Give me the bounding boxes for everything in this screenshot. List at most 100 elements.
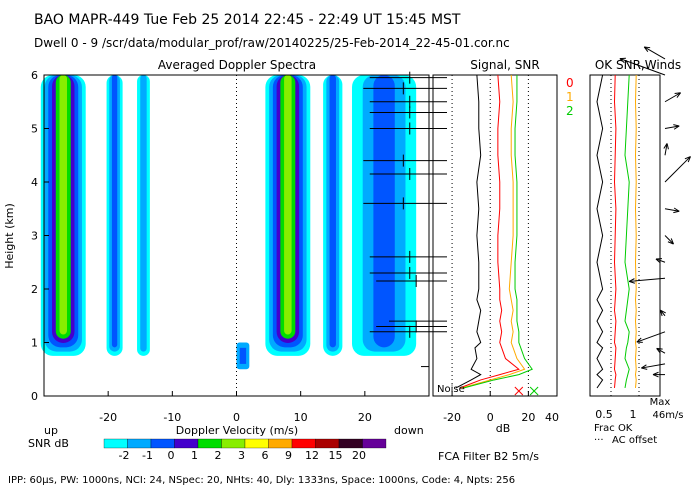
colorbar-tick-label: 2 xyxy=(214,449,221,462)
signal-xlabel: dB xyxy=(496,422,511,435)
colorbar-cell-8 xyxy=(291,438,316,449)
spectra-band-5-level-2 xyxy=(373,75,395,348)
wind-arrowhead xyxy=(670,238,674,245)
wind-frac-2 xyxy=(624,74,630,389)
colorbar-cell-11 xyxy=(362,438,387,449)
header-line2: Dwell 0 - 9 /scr/data/modular_prof/raw/2… xyxy=(34,36,510,50)
signal-frame xyxy=(432,74,558,397)
wind-arrowhead xyxy=(644,46,651,49)
signal-noise-label: Noise xyxy=(437,384,465,395)
signal-series-0 xyxy=(459,74,520,389)
colorbar-up-label: up xyxy=(44,424,58,437)
wind-footnote-dots: ··· xyxy=(594,435,604,446)
wind-arrowhead xyxy=(641,364,647,369)
spectra-xtick-label: 10 xyxy=(294,411,308,424)
spectra-panel: Averaged Doppler Spectra -20 -10 0 10 20 0 1 2 3… xyxy=(3,58,447,437)
colorbar-cell-6 xyxy=(244,438,269,449)
colorbar-cell-3 xyxy=(174,438,199,449)
colorbar-cell-0 xyxy=(103,438,128,449)
signal-marker-0 xyxy=(514,386,524,396)
wind-arrowhead xyxy=(628,280,635,284)
signal-title: Signal, SNR xyxy=(470,58,539,72)
colorbar-cell-5 xyxy=(221,438,246,449)
colorbar-tick-label: 12 xyxy=(305,449,319,462)
wind-arrowhead xyxy=(660,309,666,314)
wind-arrowhead xyxy=(643,46,649,53)
wind-arrowhead xyxy=(641,367,648,370)
signal-series-2 xyxy=(463,75,533,389)
wind-arrowhead xyxy=(673,125,680,130)
wind-arrowhead xyxy=(619,58,625,64)
wind-frac-1 xyxy=(634,74,637,389)
header-line1: BAO MAPR-449 Tue Feb 25 2014 22:45 - 22:… xyxy=(34,12,461,28)
wind-arrow xyxy=(664,156,691,183)
spectra-low-blob-core xyxy=(239,347,247,364)
spectra-xtick-label: -20 xyxy=(99,411,117,424)
spectra-xtick-label: 0 xyxy=(233,411,240,424)
wind-arrow xyxy=(643,46,666,60)
signal-xtick-label: 0 xyxy=(487,411,494,424)
wind-frac-black xyxy=(596,74,604,389)
wind-frame xyxy=(589,74,661,397)
spectra-band-4-level-2 xyxy=(329,75,336,348)
wind-arrow xyxy=(664,208,680,212)
signal-series-signal xyxy=(455,74,482,389)
spectra-ytick-label: 2 xyxy=(31,283,38,296)
wind-arrowhead xyxy=(659,310,663,317)
wind-max-label: Max xyxy=(650,397,671,408)
signal-lines xyxy=(451,74,539,396)
wind-arrowhead xyxy=(673,124,680,127)
spectra-band-1-level-2 xyxy=(111,75,118,348)
spectra-ytick-label: 6 xyxy=(31,69,38,82)
colorbar: up down SNR dB -2 -1 0 1 2 3 6 9 12 15 20 xyxy=(28,424,424,462)
wind-arrowhead xyxy=(676,92,681,98)
colorbar-tick-label: 9 xyxy=(285,449,292,462)
colorbar-ticks: -2 -1 0 1 2 3 6 9 12 15 20 xyxy=(118,449,365,462)
wind-arrow xyxy=(664,125,680,129)
wind-arrowhead xyxy=(656,348,661,354)
spectra-band-0-level-5 xyxy=(59,75,67,335)
wind-arrow xyxy=(664,92,681,103)
wind-arrowhead xyxy=(652,374,659,378)
wind-arrowhead xyxy=(684,156,691,160)
colorbar-cell-4 xyxy=(197,438,222,449)
wind-max-value: 46m/s xyxy=(652,410,683,421)
spectra-band-3-level-5 xyxy=(284,75,292,335)
wind-arrowhead xyxy=(652,371,659,376)
legend-2: 2 xyxy=(566,104,574,118)
colorbar-cell-10 xyxy=(338,438,363,449)
wind-tick-05: 0.5 xyxy=(595,408,613,421)
colorbar-label: SNR dB xyxy=(28,437,69,450)
colorbar-cell-1 xyxy=(127,438,152,449)
spectra-ytick-label: 4 xyxy=(31,176,38,189)
wind-arrowhead xyxy=(687,156,691,163)
spectra-band-2-level-1 xyxy=(140,75,147,352)
colorbar-tick-label: -2 xyxy=(118,449,129,462)
signal-xtick-label-extra: 40 xyxy=(545,411,559,424)
colorbar-cell-9 xyxy=(315,438,340,449)
wind-arrow xyxy=(656,347,666,354)
wind-footnote: AC offset xyxy=(612,435,657,446)
spectra-ytick-label: 5 xyxy=(31,123,38,136)
wind-arrowhead xyxy=(636,337,642,343)
colorbar-tick-label: 15 xyxy=(328,449,342,462)
wind-arrowhead xyxy=(655,258,661,264)
colorbar-down-label: down xyxy=(394,424,424,437)
legend-1: 1 xyxy=(566,90,574,104)
fca-filter: FCA Filter B2 5m/s xyxy=(438,450,539,463)
colorbar-cells xyxy=(103,438,387,449)
wind-arrow xyxy=(619,58,666,76)
colorbar-cell-2 xyxy=(150,438,175,449)
colorbar-cell-7 xyxy=(268,438,293,449)
signal-xtick-label: -20 xyxy=(443,411,461,424)
wind-arrow xyxy=(636,331,666,343)
wind-frac-0 xyxy=(613,74,617,389)
spectra-xtick-label: -10 xyxy=(163,411,181,424)
wind-barbs xyxy=(619,46,691,378)
spectra-ylabel: Height (km) xyxy=(3,203,16,269)
colorbar-tick-label: -1 xyxy=(142,449,153,462)
spectra-bands xyxy=(40,75,417,396)
spectra-xlabel: Doppler Velocity (m/s) xyxy=(176,424,298,437)
wind-arrowhead xyxy=(663,143,668,149)
wind-arrow xyxy=(664,143,668,156)
